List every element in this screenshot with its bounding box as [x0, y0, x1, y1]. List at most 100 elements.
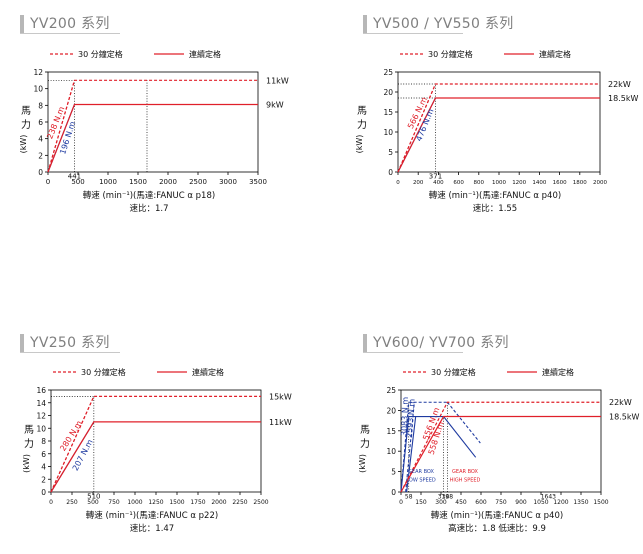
x-marker-label: 1643	[541, 494, 556, 501]
y-tick-label: 12	[36, 412, 46, 421]
y-tick-label: 15	[383, 108, 393, 117]
x-tick-label: 1250	[148, 499, 163, 506]
x-marker-label: 319	[438, 494, 450, 501]
y-axis-unit: (kW)	[355, 135, 364, 154]
legend-solid-label: 連續定格	[192, 367, 224, 377]
x-tick-label: 1350	[573, 499, 588, 506]
torque-line	[405, 402, 415, 493]
x-axis-label: 轉速 (min⁻¹)(馬達:FANUC α p40)	[431, 510, 563, 521]
x-tick-label: 500	[71, 178, 84, 186]
x-tick-label: 2000	[159, 178, 177, 186]
ratio-footer: 速比：1.7	[129, 203, 168, 214]
x-marker-label: 441	[68, 173, 81, 181]
legend-dashed-label: 30 分鐘定格	[78, 49, 123, 59]
x-tick-label: 500	[87, 499, 99, 506]
y-tick-label: 25	[383, 68, 393, 77]
y-tick-label: 4	[38, 135, 43, 144]
series-continuous-line	[400, 415, 601, 493]
x-tick-label: 1000	[99, 178, 117, 186]
y-tick-label: 0	[388, 168, 393, 177]
series-continuous-line	[397, 97, 600, 173]
section-title-rule	[20, 352, 120, 353]
x-tick-label: 750	[108, 499, 120, 506]
torque-annotation: 207 N.m	[71, 438, 95, 473]
chart-yv500: 30 分鐘定格 連續定格 0 5 10 15 20 25 0 200 400 600 800 1000 12…	[355, 49, 638, 214]
series-30min-line	[397, 83, 600, 173]
x-axis-label: 轉速 (min⁻¹)(馬達:FANUC α p22)	[86, 510, 218, 521]
x-tick-label: 600	[475, 499, 487, 506]
y-tick-label: 0	[391, 488, 396, 497]
y-tick-label: 20	[383, 88, 393, 97]
x-tick-label: 1600	[553, 180, 567, 186]
y-axis-label: 馬	[24, 424, 34, 436]
y-axis-label: 馬	[357, 105, 367, 117]
x-tick-label: 1500	[129, 178, 147, 186]
x-tick-label: 250	[66, 499, 78, 506]
y-axis-label: 馬	[21, 105, 31, 117]
x-tick-label: 450	[455, 499, 467, 506]
y-axis-label: 力	[360, 437, 370, 450]
torque-annotation: LOW SPEED	[406, 477, 436, 483]
x-tick-label: 300	[435, 499, 447, 506]
power-rating-label: 18.5kW	[608, 94, 638, 103]
x-tick-label: 2000	[211, 499, 226, 506]
torque-annotation: GEAR BOX	[408, 469, 434, 475]
y-axis-label: 馬	[360, 424, 370, 436]
section-title-bar	[363, 15, 367, 33]
x-tick-label: 1800	[573, 180, 587, 186]
x-marker-label: 58	[405, 494, 413, 501]
y-tick-label: 20	[386, 406, 396, 415]
chart-yv600: 30 分鐘定格 連續定格 0 5 10 15 20 25 0 150 300 450 600 750 900…	[358, 367, 639, 534]
y-axis-unit: (kW)	[22, 454, 31, 473]
x-tick-label: 1200	[512, 180, 526, 186]
x-tick-label: 1000	[127, 499, 142, 506]
x-tick-label: 800	[474, 180, 485, 186]
plot-frame	[47, 71, 259, 173]
ratio-footer: 速比：1.47	[130, 523, 174, 534]
y-tick-label: 5	[388, 148, 393, 157]
y-tick-label: 14	[36, 399, 46, 408]
chart-title: YV200 系列	[30, 16, 110, 32]
x-axis-label: 轉速 (min⁻¹)(馬達:FANUC α p18)	[83, 190, 215, 201]
torque-annotation: 3083 N.m	[400, 396, 410, 436]
y-tick-label: 4	[41, 463, 46, 472]
y-tick-label: 2	[38, 151, 43, 160]
torque-line	[446, 401, 481, 444]
y-tick-label: 10	[36, 424, 46, 433]
y-tick-label: 6	[41, 450, 46, 459]
series-30min-line	[400, 401, 601, 493]
torque-annotation: 2593 N.m	[405, 398, 417, 438]
power-rating-label: 11kW	[269, 418, 292, 427]
x-tick-label: 2500	[189, 178, 207, 186]
y-tick-label: 6	[38, 118, 43, 127]
legend-solid-label: 連續定格	[189, 49, 221, 59]
legend-dashed-label: 30 分鐘定格	[428, 49, 473, 59]
x-tick-label: 400	[433, 180, 444, 186]
x-tick-label: 3000	[219, 178, 237, 186]
legend-dashed-label: 30 分鐘定格	[81, 367, 126, 377]
ratio-footer: 高速比：1.8 低速比：9.9	[448, 523, 546, 534]
y-tick-label: 0	[38, 168, 43, 177]
torque-annotation: GEAR BOX	[452, 469, 478, 475]
y-tick-label: 15	[386, 427, 396, 436]
y-tick-label: 12	[33, 68, 43, 77]
y-axis-label: 力	[357, 118, 367, 131]
x-tick-label: 0	[46, 178, 50, 186]
series-continuous-line	[47, 103, 258, 173]
x-tick-label: 1050	[533, 499, 548, 506]
series-continuous-line	[50, 421, 261, 493]
chart-yv200: 30 分鐘定格 連續定格 0 2 4 6 8 10 12 0 500 1000 1500 2000 2500…	[19, 49, 289, 214]
y-axis-unit: (kW)	[358, 454, 367, 473]
section-title-bar	[20, 334, 24, 352]
x-tick-label: 1500	[169, 499, 184, 506]
power-rating-label: 22kW	[609, 398, 632, 407]
chart-title: YV500 / YV550 系列	[373, 16, 514, 32]
power-rating-label: 22kW	[608, 80, 631, 89]
y-tick-label: 10	[383, 128, 393, 137]
chart-title: YV600/ YV700 系列	[373, 335, 509, 351]
chart-yv250: 30 分鐘定格 連續定格 0 2 4 6 8 10 12 14 16 0 250 500 750 1000 12…	[22, 367, 292, 534]
power-rating-label: 11kW	[266, 76, 289, 85]
y-axis-label: 力	[21, 118, 31, 131]
x-tick-label: 1750	[190, 499, 205, 506]
power-rating-label: 18.5kW	[609, 413, 639, 422]
